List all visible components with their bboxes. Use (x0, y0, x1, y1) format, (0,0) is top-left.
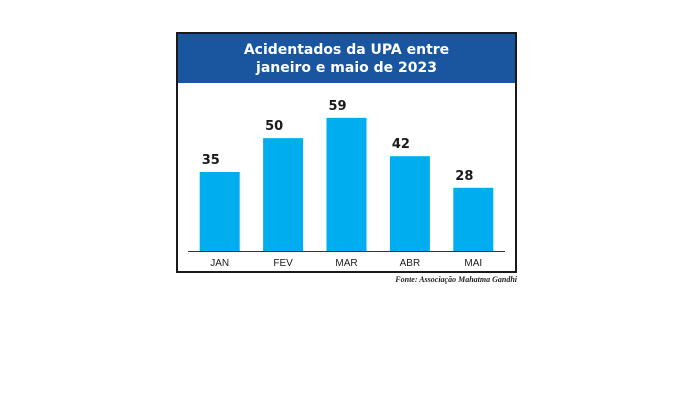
chart-header: Acidentados da UPA entre janeiro e maio … (178, 34, 515, 83)
data-label-fev: 50 (265, 119, 283, 134)
bar-abr (389, 156, 430, 251)
data-label-jan: 35 (202, 153, 220, 168)
x-tick-label-jan: JAN (210, 258, 229, 269)
x-tick-label-abr: ABR (400, 258, 421, 269)
source-note: Fonte: Associação Mahatma Gandhi (395, 275, 517, 284)
x-tick-label-fev: FEV (273, 258, 293, 269)
chart-title-line-2: janeiro e maio de 2023 (256, 59, 437, 76)
data-label-mai: 28 (455, 169, 473, 184)
bar-fev (263, 138, 304, 251)
bar-mar (326, 117, 367, 251)
chart-title-line-1: Acidentados da UPA entre (243, 41, 450, 58)
data-label-abr: 42 (392, 137, 410, 152)
chart-figure: Acidentados da UPA entre janeiro e maio … (176, 32, 517, 273)
bar-jan (199, 172, 240, 251)
bar-chart: 35 JAN 50 FEV 59 MAR 42 ABR 28 MAI (188, 99, 505, 269)
bar-mai (453, 187, 494, 251)
data-label-mar: 59 (329, 99, 347, 114)
x-tick-label-mar: MAR (335, 258, 357, 269)
x-tick-label-mai: MAI (464, 258, 482, 269)
